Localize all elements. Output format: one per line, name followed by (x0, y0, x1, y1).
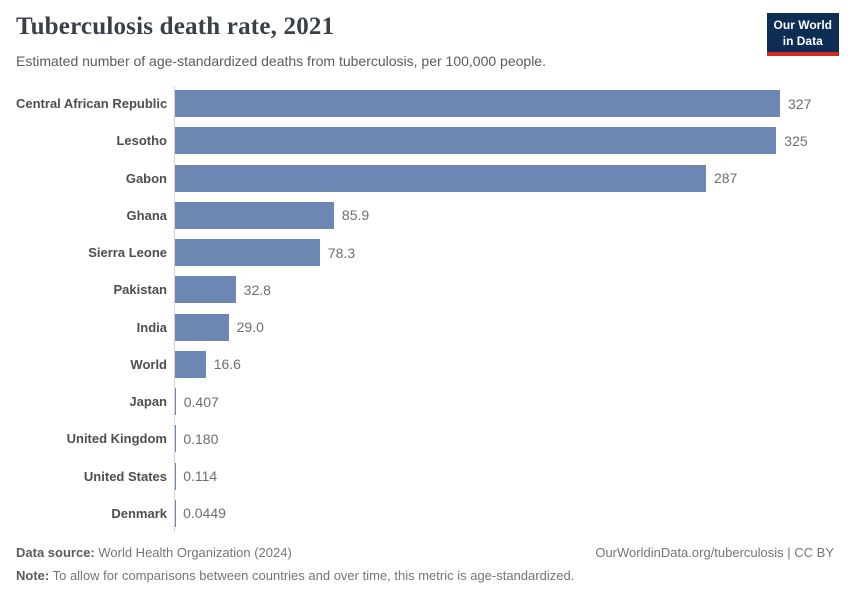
bar-track: 78.3 (175, 234, 840, 271)
bar-track: 29.0 (175, 309, 840, 346)
value-label: 0.407 (183, 393, 219, 410)
owid-logo[interactable]: Our World in Data (766, 13, 839, 57)
bar-track: 0.114 (175, 458, 840, 495)
chart-title: Tuberculosis death rate, 2021 (16, 13, 335, 40)
note-label: Note: (16, 568, 50, 583)
bar-track: 32.8 (175, 271, 840, 308)
bar-row: World 16.6 (16, 346, 840, 383)
datasource-value: World Health Organization (2024) (94, 545, 292, 560)
bar[interactable] (175, 313, 229, 341)
bar[interactable] (175, 276, 236, 304)
bar-row: Ghana 85.9 (16, 197, 840, 234)
bar[interactable] (175, 388, 176, 416)
footer-line2: Note: To allow for comparisons between c… (16, 564, 834, 587)
category-label: Lesotho (116, 133, 167, 149)
owid-logo-line1: Our World (773, 18, 832, 32)
value-label: 32.8 (243, 281, 271, 298)
bar[interactable] (175, 127, 777, 155)
category-label: Pakistan (113, 282, 167, 298)
value-label: 0.0449 (183, 505, 226, 522)
category-label: Ghana (126, 207, 167, 223)
bar-row: India 29.0 (16, 309, 840, 346)
chart-subtitle: Estimated number of age-standardized dea… (16, 53, 546, 69)
category-label: United Kingdom (66, 431, 167, 447)
bar-chart: Central African Republic 327 Lesotho 325 Gab… (16, 85, 840, 532)
bar-track: 0.0449 (175, 495, 840, 532)
footer-link[interactable]: OurWorldinData.org/tuberculosis | CC BY (595, 545, 834, 560)
bar[interactable] (175, 164, 706, 192)
bar[interactable] (175, 90, 780, 118)
category-label: Denmark (111, 505, 167, 521)
value-label: 78.3 (327, 244, 356, 261)
bar[interactable] (175, 239, 320, 267)
value-label: 16.6 (213, 356, 241, 373)
category-label: India (136, 319, 167, 335)
datasource-text: Data source: World Health Organization (… (16, 541, 292, 564)
bar-row: Lesotho 325 (16, 122, 840, 159)
value-label: 327 (788, 95, 812, 112)
bar-row: Denmark 0.0449 (16, 495, 840, 532)
bar-row: United States 0.114 (16, 458, 840, 495)
value-label: 0.180 (183, 430, 219, 447)
chart-footer: Data source: World Health Organization (… (16, 541, 834, 587)
bar-row: Sierra Leone 78.3 (16, 234, 840, 271)
value-label: 325 (784, 132, 808, 149)
bar-row: Central African Republic 327 (16, 85, 840, 122)
bar-track: 0.407 (175, 383, 840, 420)
category-label: Gabon (125, 170, 167, 186)
value-label: 0.114 (183, 468, 218, 485)
bar-track: 16.6 (175, 346, 840, 383)
bar-row: Japan 0.407 (16, 383, 840, 420)
y-axis-line (174, 86, 175, 532)
category-label: Sierra Leone (88, 245, 167, 261)
bar-track: 287 (175, 160, 840, 197)
category-label: United States (83, 468, 167, 484)
bar[interactable] (175, 350, 206, 378)
bar-track: 85.9 (175, 197, 840, 234)
value-label: 29.0 (236, 319, 264, 336)
owid-logo-line2: in Data (782, 33, 823, 48)
note-value: To allow for comparisons between countri… (49, 568, 575, 583)
bar-track: 325 (175, 122, 840, 159)
bar-row: Pakistan 32.8 (16, 271, 840, 308)
datasource-label: Data source: (16, 545, 95, 560)
footer-line1: Data source: World Health Organization (… (16, 541, 834, 564)
bar[interactable] (175, 201, 334, 229)
bar-row: Gabon 287 (16, 160, 840, 197)
bar-track: 0.180 (175, 420, 840, 457)
bar-track: 327 (175, 85, 840, 122)
category-label: Japan (129, 394, 167, 410)
bar-row: United Kingdom 0.180 (16, 420, 840, 457)
category-label: World (130, 356, 167, 372)
category-label: Central African Republic (16, 96, 168, 112)
value-label: 287 (713, 170, 738, 187)
value-label: 85.9 (341, 207, 370, 224)
